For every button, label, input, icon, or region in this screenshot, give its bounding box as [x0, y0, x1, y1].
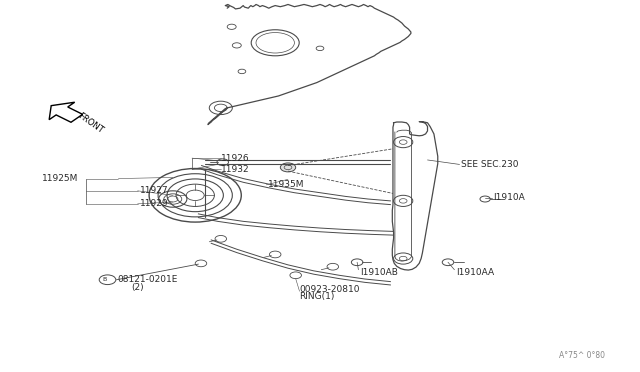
Text: FRONT: FRONT — [76, 112, 104, 135]
Text: 08121-0201E: 08121-0201E — [117, 275, 177, 284]
Text: RING(1): RING(1) — [300, 292, 335, 301]
Text: A°75^ 0°80: A°75^ 0°80 — [559, 351, 605, 360]
Text: I1910AA: I1910AA — [456, 268, 494, 277]
Text: 11927: 11927 — [140, 186, 168, 195]
Text: 11929: 11929 — [140, 199, 168, 208]
Text: 11935M: 11935M — [268, 180, 304, 189]
Text: I1910AB: I1910AB — [360, 268, 397, 277]
Circle shape — [280, 163, 296, 172]
Text: (2): (2) — [131, 283, 144, 292]
Text: I1910A: I1910A — [493, 193, 525, 202]
Text: 11932: 11932 — [221, 165, 250, 174]
Text: SEE SEC.230: SEE SEC.230 — [461, 160, 518, 169]
Text: 11925M: 11925M — [42, 174, 78, 183]
Text: 00923-20810: 00923-20810 — [300, 285, 360, 294]
Text: B: B — [102, 277, 106, 282]
Text: 11926: 11926 — [221, 154, 250, 163]
